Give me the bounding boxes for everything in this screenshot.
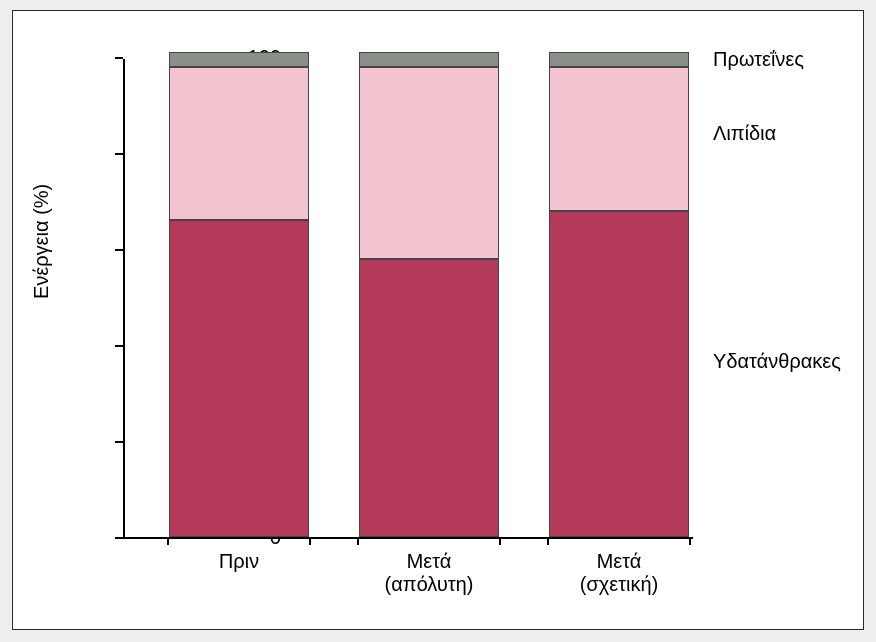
plot-area [123,59,693,539]
bar-segment-carbs [359,259,499,537]
xtick-label-0: Πριν [149,551,329,574]
x-axis-line [123,537,693,539]
legend-proteins: Πρωτεΐνες [713,49,804,72]
y-axis-title: Ενέργεια (%) [31,184,54,299]
ytick-1 [115,441,123,443]
bar-segment-lipids [169,67,309,221]
bar-prin [169,52,309,537]
bar-segment-carbs [549,211,689,537]
bar-segment-lipids [549,67,689,211]
legend-carbs: Υδατάνθρακες [713,351,841,374]
ytick-5 [115,57,123,59]
bar-segment-proteins [169,52,309,66]
bar-meta-absolute [359,52,499,537]
xtick-2l [547,537,549,545]
ytick-3 [115,249,123,251]
xtick-label-1: Μετά(απόλυτη) [339,551,519,597]
ytick-4 [115,153,123,155]
xtick-1l [357,537,359,545]
xtick-0l [167,537,169,545]
bar-segment-carbs [169,220,309,537]
legend-lipids: Λιπίδια [713,123,776,146]
ytick-0 [115,537,123,539]
ytick-2 [115,345,123,347]
xtick-label-2: Μετά(σχετική) [529,551,709,597]
xtick-0r [309,537,311,545]
bar-segment-proteins [359,52,499,66]
bar-segment-proteins [549,52,689,66]
bar-meta-relative [549,52,689,537]
xtick-1r [499,537,501,545]
bar-segment-lipids [359,67,499,259]
xtick-2r [689,537,691,545]
y-axis-line [123,59,125,539]
